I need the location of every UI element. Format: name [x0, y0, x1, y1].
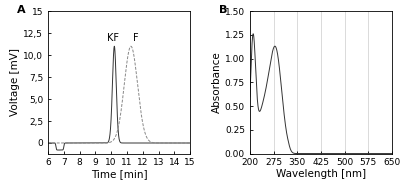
- Y-axis label: Absorbance: Absorbance: [212, 51, 222, 113]
- Text: KF: KF: [107, 33, 119, 43]
- X-axis label: Wavelength [nm]: Wavelength [nm]: [276, 169, 366, 179]
- Text: A: A: [17, 5, 25, 15]
- Text: B: B: [218, 5, 227, 15]
- Y-axis label: Voltage [mV]: Voltage [mV]: [10, 48, 20, 116]
- Text: F: F: [133, 33, 138, 43]
- X-axis label: Time [min]: Time [min]: [91, 169, 147, 179]
